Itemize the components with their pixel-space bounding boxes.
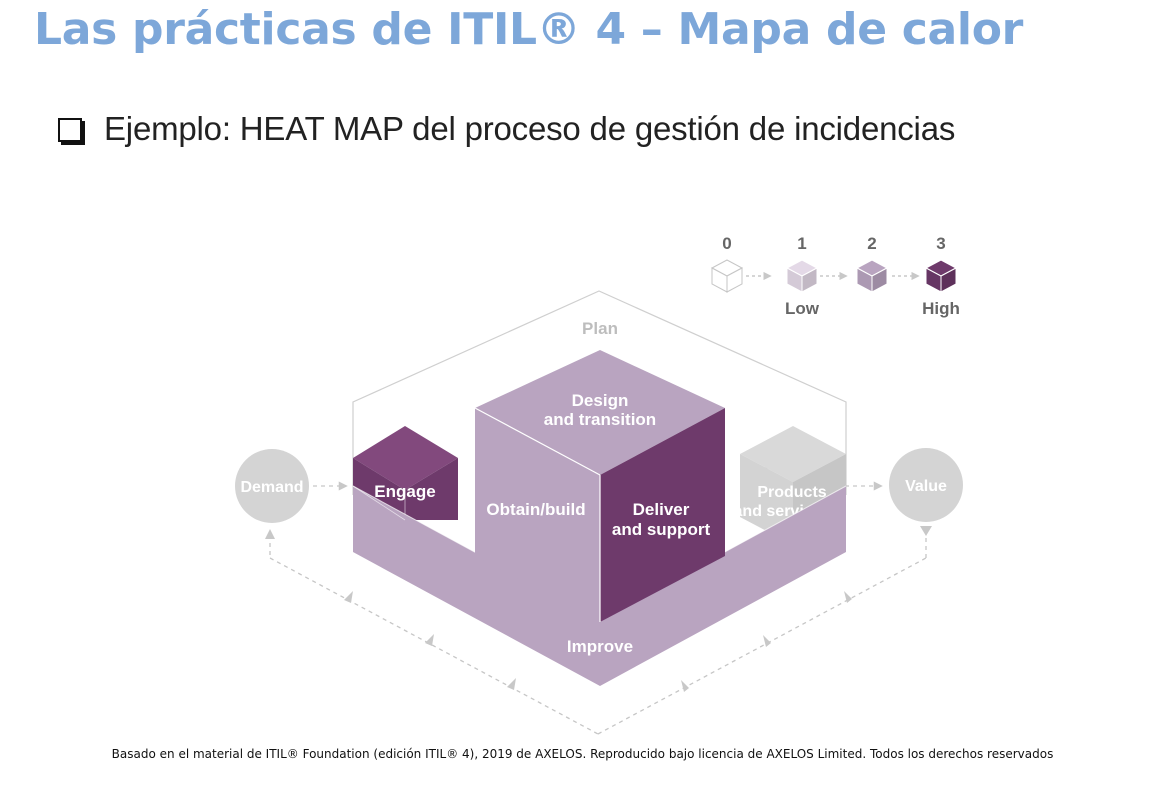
engage-label: Engage	[374, 482, 435, 501]
improve-label: Improve	[567, 637, 633, 656]
legend-cube-face	[871, 267, 888, 293]
design-label-line2: and transition	[544, 410, 656, 429]
bullet-item: Ejemplo: HEAT MAP del proceso de gestión…	[58, 110, 955, 148]
loop-arrowheads	[265, 526, 932, 692]
bullet-text: Ejemplo: HEAT MAP del proceso de gestión…	[104, 110, 956, 147]
legend-level-2: 2	[867, 234, 876, 253]
legend-low-label: Low	[785, 299, 820, 318]
legend-level-1: 1	[797, 234, 806, 253]
plan-label: Plan	[582, 319, 618, 338]
value-label: Value	[905, 478, 947, 495]
design-and-transition-face	[475, 350, 725, 475]
legend-cube-0	[710, 259, 744, 293]
demand-node	[235, 449, 309, 523]
deliver-label-line1: Deliver	[633, 500, 690, 519]
legend-level-3: 3	[936, 234, 945, 253]
obtain-build-face	[475, 408, 600, 622]
value-node	[889, 448, 963, 522]
legend-cube-face	[801, 267, 818, 293]
heat-legend: 0 1 2 3 Low High	[710, 234, 960, 318]
products-label-line1: Products	[757, 484, 826, 501]
legend-level-0: 0	[722, 234, 731, 253]
plan-outline	[352, 290, 847, 495]
deliver-label-line2: and support	[612, 520, 711, 539]
demand-label: Demand	[240, 479, 303, 496]
slide-title: Las prácticas de ITIL® 4 – Mapa de calor	[34, 4, 1024, 55]
legend-cube-2	[855, 259, 889, 293]
central-cube	[474, 350, 725, 622]
legend-high-label: High	[922, 299, 960, 318]
legend-cube-1	[785, 259, 819, 293]
obtain-build-label: Obtain/build	[486, 500, 585, 519]
legend-cube-face	[940, 267, 957, 293]
legend-cube-3	[924, 259, 958, 293]
checkbox-bullet-icon	[58, 118, 82, 142]
footer-credit: Basado en el material de ITIL® Foundatio…	[111, 747, 1054, 761]
design-label-line1: Design	[572, 391, 629, 410]
deliver-and-support-face	[600, 408, 725, 622]
legend-cube-face	[726, 267, 743, 293]
